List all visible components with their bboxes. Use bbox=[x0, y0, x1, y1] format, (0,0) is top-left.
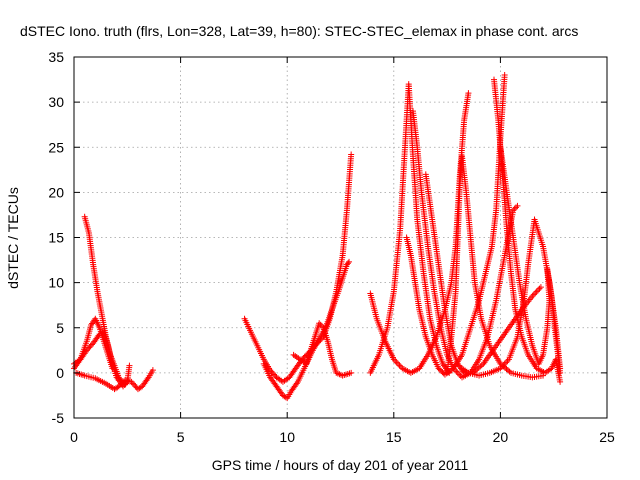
y-tick-label: 10 bbox=[48, 275, 64, 291]
data-point bbox=[115, 383, 122, 390]
data-point bbox=[503, 359, 510, 366]
data-point bbox=[336, 371, 343, 378]
grid bbox=[74, 57, 607, 418]
data-point bbox=[513, 204, 520, 211]
x-tick-label: 15 bbox=[386, 429, 402, 445]
data-point bbox=[393, 359, 400, 366]
y-axis-label: dSTEC / TECUs bbox=[5, 187, 21, 289]
data-point bbox=[535, 287, 542, 294]
data-marks bbox=[71, 72, 564, 402]
data-point bbox=[396, 362, 403, 369]
data-point bbox=[557, 369, 564, 376]
data-point bbox=[267, 367, 274, 374]
series-arc7 bbox=[290, 320, 355, 379]
data-point bbox=[132, 383, 139, 390]
data-point bbox=[465, 90, 472, 97]
data-point bbox=[119, 379, 126, 386]
data-point bbox=[454, 369, 461, 376]
data-point bbox=[438, 367, 445, 374]
data-point bbox=[439, 369, 446, 376]
data-point bbox=[86, 344, 93, 351]
x-tick-label: 25 bbox=[599, 429, 615, 445]
data-point bbox=[537, 284, 544, 291]
x-tick-label: 10 bbox=[279, 429, 295, 445]
data-point bbox=[87, 342, 94, 349]
axis-ticks: 0 5 10 15 20 25 -5 0 5 10 15 20 25 30 35 bbox=[48, 49, 615, 445]
data-point bbox=[344, 260, 351, 267]
data-point bbox=[346, 258, 353, 265]
series-arc5 bbox=[241, 151, 355, 385]
series-arc16 bbox=[497, 144, 564, 376]
data-point bbox=[436, 366, 443, 373]
data-point bbox=[395, 360, 402, 367]
data-point bbox=[301, 353, 308, 360]
data-point bbox=[131, 381, 138, 388]
series-arc13 bbox=[444, 153, 547, 381]
x-tick-label: 0 bbox=[70, 429, 78, 445]
y-tick-label: 35 bbox=[48, 49, 64, 65]
data-point bbox=[129, 380, 136, 387]
series-arc10 bbox=[403, 72, 508, 378]
data-point bbox=[530, 291, 537, 298]
data-point bbox=[85, 345, 92, 352]
series-arc1 bbox=[81, 213, 129, 388]
chart-title: dSTEC Iono. truth (flrs, Lon=328, Lat=39… bbox=[20, 23, 578, 39]
data-point bbox=[533, 288, 540, 295]
data-point bbox=[557, 378, 564, 385]
data-point bbox=[126, 362, 133, 369]
y-tick-label: 30 bbox=[48, 94, 64, 110]
y-tick-label: 0 bbox=[56, 365, 64, 381]
data-point bbox=[98, 330, 105, 337]
x-tick-label: 5 bbox=[177, 429, 185, 445]
data-point bbox=[532, 290, 539, 297]
data-point bbox=[83, 347, 90, 354]
data-point bbox=[118, 380, 125, 387]
data-point bbox=[149, 367, 156, 374]
data-point bbox=[536, 285, 543, 292]
y-tick-label: 25 bbox=[48, 139, 64, 155]
x-axis-label: GPS time / hours of day 201 of year 2011 bbox=[212, 457, 469, 473]
data-point bbox=[501, 72, 508, 79]
data-point bbox=[270, 371, 277, 378]
data-point bbox=[348, 369, 355, 376]
data-point bbox=[117, 382, 124, 389]
y-tick-label: 5 bbox=[56, 320, 64, 336]
data-point bbox=[128, 378, 135, 385]
series-arc9 bbox=[367, 81, 453, 376]
y-tick-label: -5 bbox=[52, 410, 65, 426]
x-tick-label: 20 bbox=[493, 429, 509, 445]
data-point bbox=[272, 372, 279, 379]
y-tick-label: 20 bbox=[48, 184, 64, 200]
series-arc11 bbox=[409, 108, 521, 381]
data-point bbox=[514, 202, 521, 209]
data-point bbox=[348, 151, 355, 158]
y-tick-label: 15 bbox=[48, 230, 64, 246]
data-point bbox=[435, 365, 442, 372]
